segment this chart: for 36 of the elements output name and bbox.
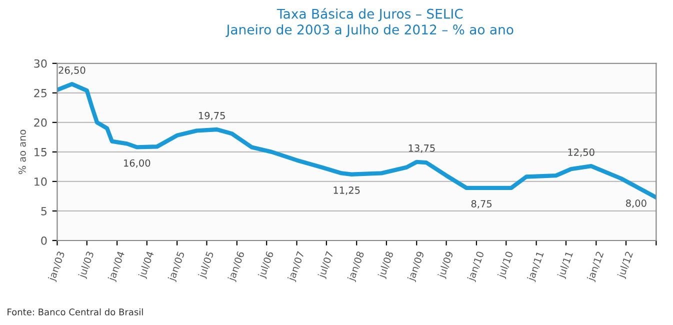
y-tick-label: 15 (34, 148, 47, 156)
x-tick-label: jul/07 (317, 251, 336, 280)
y-tick-label: 5 (41, 207, 47, 216)
chart-title: Taxa Básica de Juros – SELIC Janeiro de 2003 a Julho de 2012 – % ao ano (226, 8, 514, 37)
annotation: 8,00 (626, 199, 646, 208)
x-tick-label: jan/06 (227, 250, 246, 282)
x-tick-label: jul/08 (377, 250, 396, 280)
x-tick-label: jul/09 (437, 250, 456, 280)
annotation: 13,75 (408, 144, 435, 153)
x-tick-label: jul/10 (497, 250, 515, 280)
x-tick-label: jul/03 (78, 250, 96, 280)
annotation: 11,25 (334, 186, 360, 195)
y-tick-label: 30 (34, 59, 47, 68)
x-tick-label: jan/10 (466, 250, 486, 282)
x-tick-label: jul/05 (198, 251, 216, 280)
annotation: 16,00 (124, 159, 150, 168)
annotation: 12,50 (568, 148, 594, 157)
annotation: 19,75 (198, 112, 225, 120)
y-tick-label: 25 (34, 88, 47, 98)
line-series (57, 82, 656, 200)
annotation: 26,50 (58, 66, 86, 75)
x-tick-label: jul/12 (616, 251, 635, 280)
y-tick-label: 0 (41, 236, 47, 245)
source-note: Fonte: Banco Central do Brasil (8, 308, 143, 316)
y-axis-title: % ao ano (18, 130, 26, 174)
annotation: 8,75 (471, 200, 492, 208)
x-tick-label: jan/09 (406, 250, 426, 282)
x-tick-label: jan/05 (167, 251, 186, 282)
x-tick-label: jul/11 (556, 251, 575, 280)
y-tick-label: 10 (34, 177, 47, 186)
x-tick-label: jul/04 (138, 250, 156, 280)
x-tick-label: jan/03 (48, 250, 67, 282)
x-tick-label: jan/12 (586, 251, 606, 282)
y-tick-label: 20 (34, 118, 47, 127)
x-tick-label: jul/06 (257, 250, 276, 280)
x-tick-label: jan/07 (287, 251, 306, 282)
